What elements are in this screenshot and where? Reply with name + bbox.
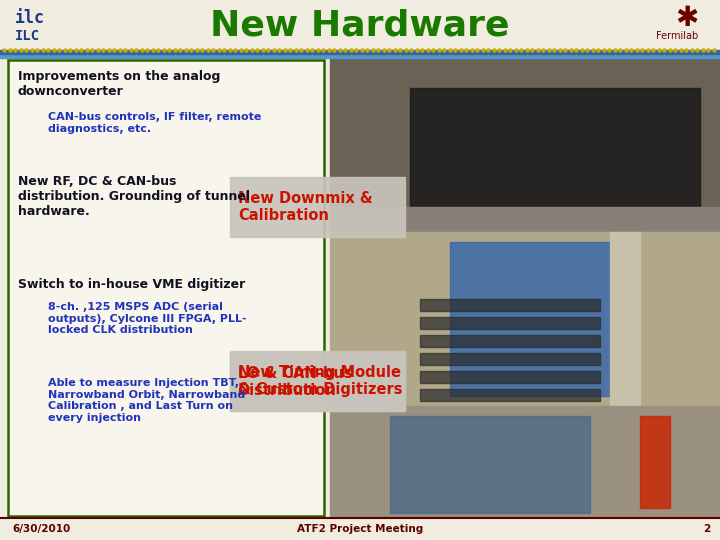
- Bar: [0, 518, 720, 540]
- Text: 6/30/2010: 6/30/2010: [12, 524, 71, 534]
- Text: Fermilab: Fermilab: [656, 31, 698, 41]
- Bar: [420, 353, 600, 365]
- Text: LO & CAN-bus
Distribution: LO & CAN-bus Distribution: [238, 366, 353, 398]
- Text: ilc: ilc: [15, 9, 45, 27]
- Text: ATF2 Project Meeting: ATF2 Project Meeting: [297, 524, 423, 534]
- Bar: [420, 371, 600, 383]
- FancyBboxPatch shape: [8, 60, 324, 516]
- Bar: [0, 50, 720, 54]
- Bar: [410, 88, 700, 212]
- Text: ✱: ✱: [675, 4, 698, 32]
- Bar: [230, 351, 405, 411]
- Text: 2: 2: [703, 524, 710, 534]
- Bar: [420, 335, 600, 347]
- Bar: [0, 0, 720, 58]
- Text: New Downmix &
Calibration: New Downmix & Calibration: [238, 191, 373, 223]
- Text: New Hardware: New Hardware: [210, 9, 510, 43]
- Bar: [230, 353, 405, 411]
- Bar: [230, 177, 405, 237]
- Bar: [0, 54, 720, 58]
- Text: Switch to in-house VME digitizer: Switch to in-house VME digitizer: [18, 278, 246, 291]
- Text: Improvements on the analog
downconverter: Improvements on the analog downconverter: [18, 70, 220, 98]
- Bar: [420, 317, 600, 329]
- Text: CAN-bus controls, IF filter, remote
diagnostics, etc.: CAN-bus controls, IF filter, remote diag…: [48, 112, 261, 133]
- Bar: [330, 58, 720, 232]
- Bar: [420, 299, 600, 311]
- Text: New Timing Module
& Custom Digitizers: New Timing Module & Custom Digitizers: [238, 365, 402, 397]
- Text: New RF, DC & CAN-bus
distribution. Grounding of tunnel
hardware.: New RF, DC & CAN-bus distribution. Groun…: [18, 175, 250, 218]
- Bar: [640, 416, 670, 508]
- Text: ILC: ILC: [15, 29, 40, 43]
- Bar: [330, 406, 720, 518]
- Bar: [390, 416, 590, 513]
- Bar: [330, 232, 720, 406]
- Bar: [450, 242, 610, 396]
- Text: Able to measure Injection TBT,
Narrowband Orbit, Narrowband
Calibration , and La: Able to measure Injection TBT, Narrowban…: [48, 378, 246, 423]
- Bar: [330, 207, 720, 232]
- Bar: [420, 389, 600, 401]
- Text: 8-ch. ,125 MSPS ADC (serial
outputs), Cylcone III FPGA, PLL-
locked CLK distribu: 8-ch. ,125 MSPS ADC (serial outputs), Cy…: [48, 302, 247, 335]
- Bar: [610, 232, 640, 406]
